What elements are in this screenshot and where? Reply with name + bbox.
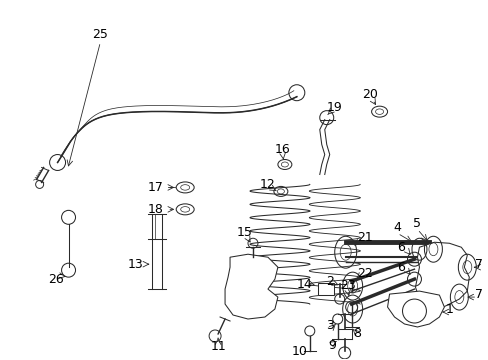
Polygon shape: [224, 254, 277, 319]
Text: 14: 14: [296, 278, 312, 291]
Text: 10: 10: [291, 345, 307, 359]
Text: 2: 2: [325, 275, 333, 288]
Text: 3: 3: [325, 319, 333, 333]
Text: 25: 25: [92, 28, 108, 41]
Text: 12: 12: [260, 178, 275, 191]
Text: 4: 4: [393, 221, 401, 234]
Text: 9: 9: [327, 339, 335, 352]
Text: 23: 23: [339, 279, 355, 292]
Text: 7: 7: [474, 258, 482, 271]
Text: 20: 20: [361, 88, 377, 101]
Text: 26: 26: [48, 273, 63, 285]
Text: 22: 22: [356, 267, 372, 280]
Text: 13: 13: [127, 258, 143, 271]
Text: 15: 15: [237, 226, 252, 239]
Text: 1: 1: [445, 302, 452, 316]
Text: 16: 16: [274, 143, 290, 156]
Text: 6: 6: [397, 261, 405, 274]
Polygon shape: [415, 242, 468, 309]
Text: 5: 5: [413, 217, 421, 230]
FancyBboxPatch shape: [317, 283, 333, 295]
Text: 18: 18: [147, 203, 163, 216]
Text: 11: 11: [210, 341, 225, 354]
Text: 17: 17: [147, 181, 163, 194]
Polygon shape: [387, 291, 444, 327]
Text: 7: 7: [474, 288, 482, 301]
Text: 8: 8: [352, 328, 360, 341]
Text: 21: 21: [356, 231, 372, 244]
Text: 19: 19: [326, 101, 342, 114]
Text: 6: 6: [397, 241, 405, 254]
